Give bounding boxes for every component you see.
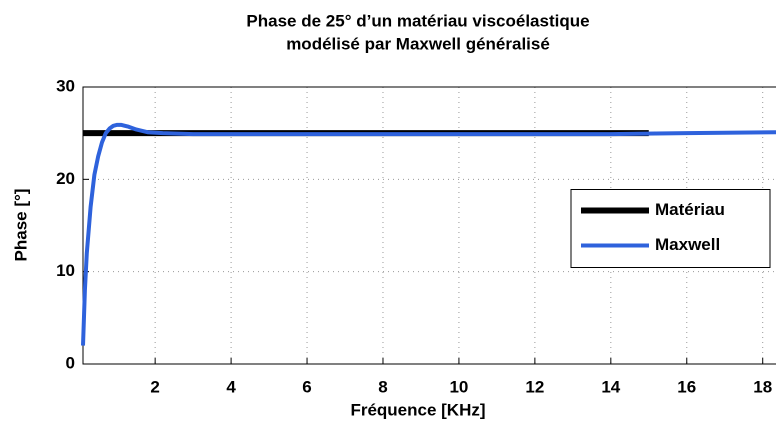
chart-title: Phase de 25° d’un matériau viscoélastiqu… [246, 11, 589, 30]
x-tick-label: 10 [449, 377, 468, 396]
chart-title: modélisé par Maxwell généralisé [286, 34, 550, 53]
legend-label: Maxwell [655, 235, 720, 254]
x-tick-label: 16 [677, 377, 696, 396]
y-tick-label: 0 [66, 353, 75, 372]
x-tick-label: 14 [601, 377, 620, 396]
axis-frame [82, 86, 776, 365]
legend-box [570, 189, 771, 268]
y-tick-label: 20 [56, 169, 75, 188]
legend-label: Matériau [655, 200, 725, 219]
x-tick-label: 18 [753, 377, 772, 396]
x-tick-label: 8 [378, 377, 387, 396]
x-tick-label: 12 [525, 377, 544, 396]
line [81, 122, 776, 346]
x-axis-label: Fréquence [KHz] [350, 400, 485, 419]
x-tick-label: 2 [150, 377, 159, 396]
y-axis-label: Phase [°] [11, 189, 30, 262]
y-tick-label: 10 [56, 261, 75, 280]
x-tick-label: 6 [302, 377, 311, 396]
y-tick-label: 30 [56, 76, 75, 95]
x-tick-label: 4 [226, 377, 236, 396]
